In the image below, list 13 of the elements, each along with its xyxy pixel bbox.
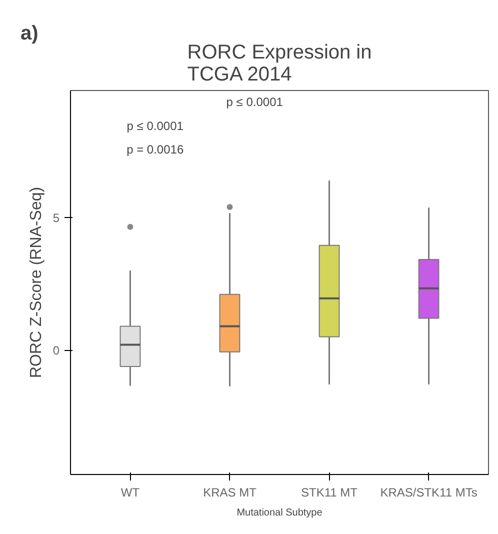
text: a) <box>20 22 38 44</box>
x-tick-label: WT <box>120 486 140 500</box>
y-tick-label: 5 <box>52 211 60 226</box>
y-axis-title: RORC Z-Score (RNA-Seq) <box>28 186 45 378</box>
x-tick-label: STK11 MT <box>301 486 358 500</box>
annotation: p = 0.0016 <box>126 142 184 157</box>
y-tick-label: 0 <box>52 344 60 358</box>
chart-title: RORC Expression in TCGA 2014 <box>187 42 372 86</box>
x-tick-label: KRAS MT <box>203 486 258 500</box>
x-axis-title: Mutational Subtype <box>236 508 323 518</box>
x-tick-label: KRAS/STK11 MTs <box>380 486 478 500</box>
annotation: p ≤ 0.0001 <box>226 95 284 110</box>
annotation: p ≤ 0.0001 <box>126 118 184 133</box>
